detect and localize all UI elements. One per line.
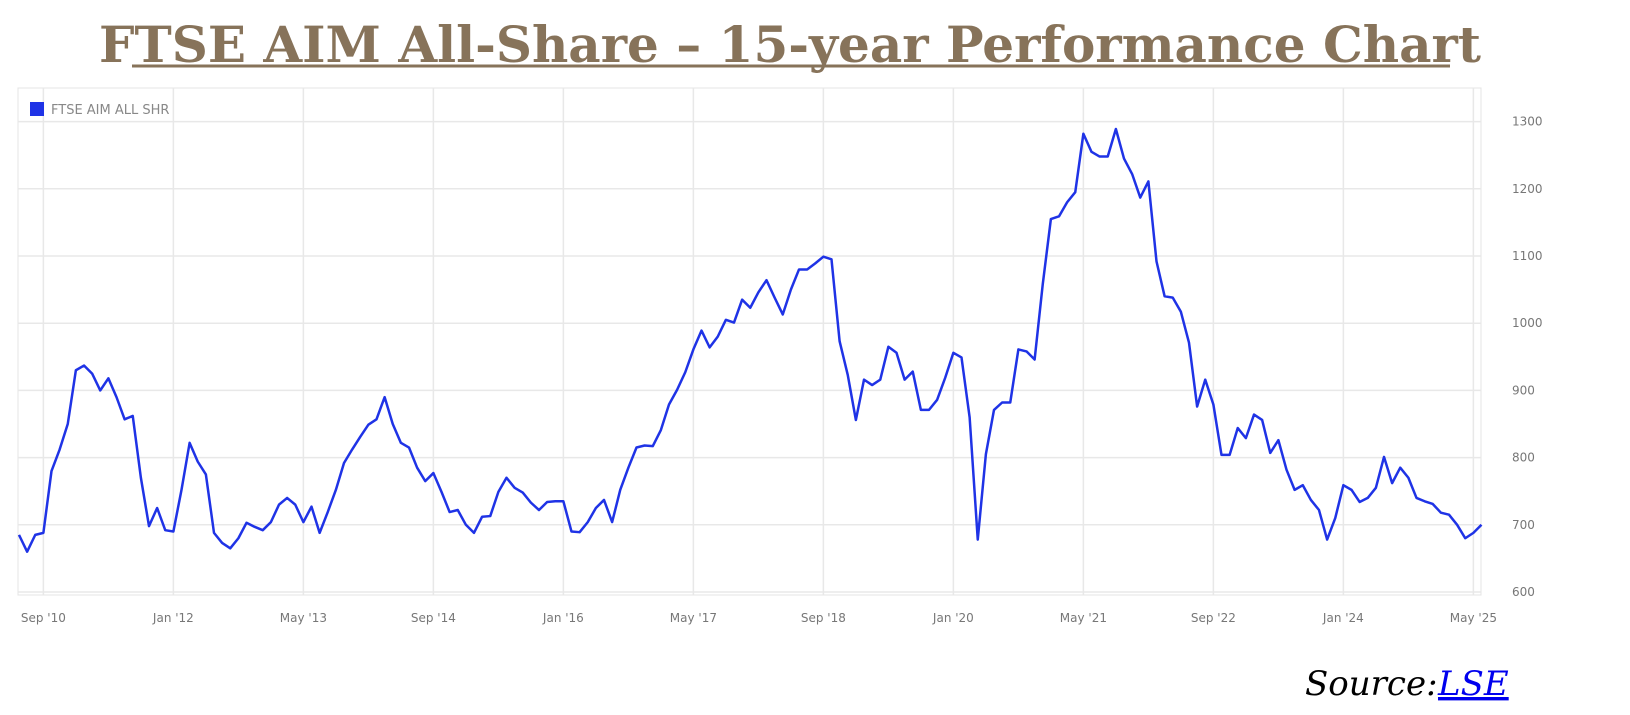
y-tick-label: 900 (1512, 383, 1535, 397)
x-tick-label: Jan '24 (1322, 611, 1364, 625)
data-line (17, 127, 1483, 553)
x-tick-label: Sep '22 (1191, 611, 1236, 625)
source-label: Source: (1305, 664, 1438, 704)
x-tick-label: Sep '14 (411, 611, 456, 625)
y-tick-label: 700 (1512, 518, 1535, 532)
x-tick-label: Jan '20 (932, 611, 974, 625)
y-tick-label: 1000 (1512, 316, 1543, 330)
y-tick-label: 800 (1512, 451, 1535, 465)
x-tick-label: Sep '18 (801, 611, 846, 625)
source-link[interactable]: LSE (1437, 664, 1509, 704)
y-tick-label: 1300 (1512, 115, 1543, 129)
y-tick-label: 1200 (1512, 182, 1543, 196)
x-tick-label: Jan '16 (542, 611, 584, 625)
legend-swatch (30, 102, 44, 116)
plot-frame (17, 87, 1482, 596)
x-tick-label: Sep '10 (21, 611, 66, 625)
x-tick-label: May '25 (1450, 611, 1497, 625)
x-tick-label: May '21 (1060, 611, 1107, 625)
y-tick-label: 1100 (1512, 249, 1543, 263)
legend-label: FTSE AIM ALL SHR (51, 103, 169, 118)
chart-title: FTSE AIM All-Share – 15-year Performance… (99, 15, 1481, 74)
x-tick-label: May '13 (280, 611, 327, 625)
x-tick-label: Jan '12 (152, 611, 194, 625)
y-tick-label: 600 (1512, 585, 1535, 599)
x-tick-label: May '17 (670, 611, 717, 625)
